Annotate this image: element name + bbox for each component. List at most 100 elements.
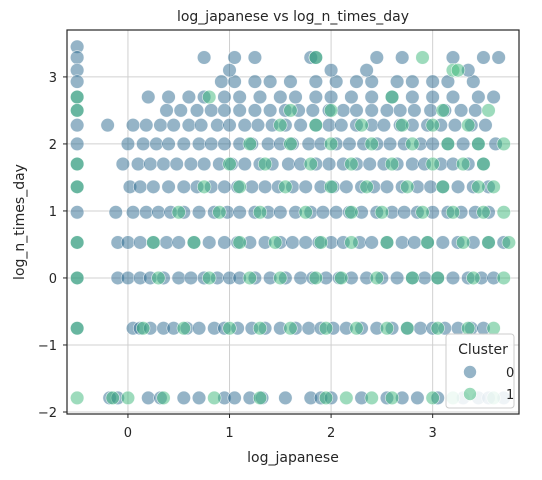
scatter-point-cluster-1 — [405, 270, 420, 286]
scatter-point-cluster-0 — [217, 235, 232, 250]
scatter-point-cluster-1 — [70, 179, 85, 194]
scatter-point-cluster-0 — [261, 136, 276, 152]
scatter-point-cluster-0 — [197, 156, 212, 172]
scatter-point-cluster-0 — [425, 74, 440, 89]
scatter-point-cluster-0 — [382, 136, 398, 152]
scatter-point-cluster-1 — [461, 321, 476, 336]
scatter-point-cluster-1 — [456, 156, 471, 172]
scatter-point-cluster-1 — [456, 235, 471, 250]
scatter-point-cluster-0 — [362, 156, 377, 172]
y-tick-label: −2 — [38, 406, 57, 421]
scatter-point-cluster-0 — [390, 270, 405, 286]
scatter-point-cluster-0 — [171, 270, 186, 286]
scatter-point-cluster-1 — [70, 235, 85, 250]
scatter-point-cluster-0 — [323, 63, 339, 78]
scatter-point-cluster-0 — [308, 89, 323, 105]
scatter-point-cluster-1 — [354, 118, 369, 133]
legend-label-cluster-1: 1 — [506, 388, 514, 403]
scatter-point-cluster-1 — [298, 205, 313, 220]
scatter-point-cluster-0 — [120, 235, 136, 250]
scatter-point-cluster-0 — [445, 270, 461, 286]
scatter-point-cluster-0 — [183, 156, 199, 172]
x-axis-label: log_japanese — [247, 450, 339, 466]
scatter-point-cluster-1 — [120, 390, 136, 406]
legend-marker-cluster-0 — [463, 365, 477, 379]
scatter-point-cluster-0 — [108, 205, 123, 220]
scatter-point-cluster-1 — [430, 270, 445, 286]
scatter-point-cluster-0 — [133, 235, 148, 250]
scatter-point-cluster-0 — [364, 103, 379, 118]
scatter-point-cluster-1 — [339, 390, 354, 406]
scatter-point-cluster-0 — [70, 118, 85, 133]
scatter-point-cluster-1 — [471, 179, 486, 194]
scatter-point-cluster-0 — [204, 103, 219, 118]
scatter-point-cluster-0 — [445, 89, 461, 105]
y-tick-label: −1 — [38, 339, 57, 354]
scatter-point-cluster-0 — [217, 136, 232, 152]
scatter-point-cluster-1 — [400, 179, 415, 194]
scatter-point-cluster-0 — [133, 179, 148, 194]
scatter-point-cluster-0 — [191, 321, 207, 336]
scatter-point-cluster-0 — [173, 103, 188, 118]
scatter-point-cluster-0 — [329, 205, 344, 220]
scatter-point-cluster-0 — [151, 205, 166, 220]
scatter-point-cluster-1 — [344, 205, 359, 220]
scatter-point-cluster-1 — [323, 179, 339, 194]
scatter-point-cluster-0 — [70, 74, 85, 89]
scatter-point-cluster-1 — [70, 270, 85, 286]
scatter-point-cluster-0 — [237, 118, 252, 133]
scatter-point-cluster-1 — [318, 390, 334, 406]
scatter-point-cluster-1 — [481, 235, 496, 250]
scatter-point-cluster-1 — [481, 103, 496, 118]
scatter-point-cluster-0 — [257, 179, 273, 194]
scatter-point-cluster-0 — [70, 205, 85, 220]
scatter-point-cluster-1 — [384, 390, 400, 406]
scatter-point-cluster-0 — [120, 136, 136, 152]
scatter-point-cluster-0 — [447, 118, 463, 133]
scatter-point-cluster-0 — [183, 270, 199, 286]
scatter-point-cluster-0 — [131, 156, 146, 172]
scatter-point-cluster-0 — [100, 118, 115, 133]
scatter-point-cluster-0 — [191, 205, 207, 220]
scatter-point-cluster-1 — [197, 179, 212, 194]
scatter-point-cluster-0 — [143, 156, 158, 172]
scatter-point-cluster-0 — [70, 136, 85, 152]
scatter-point-cluster-0 — [486, 89, 501, 105]
scatter-point-cluster-0 — [476, 50, 491, 65]
scatter-point-cluster-1 — [379, 321, 395, 336]
scatter-point-cluster-0 — [288, 89, 303, 105]
scatter-point-cluster-0 — [342, 136, 357, 152]
scatter-point-cluster-0 — [359, 63, 374, 78]
legend: Cluster 0 1 — [445, 333, 515, 409]
scatter-point-cluster-1 — [425, 118, 440, 133]
scatter-point-cluster-1 — [440, 136, 455, 152]
scatter-point-cluster-0 — [120, 270, 136, 286]
scatter-point-cluster-0 — [301, 136, 316, 152]
y-tick-label: 2 — [49, 138, 57, 153]
scatter-point-cluster-1 — [70, 156, 85, 172]
scatter-point-cluster-0 — [115, 156, 130, 172]
scatter-point-cluster-1 — [374, 205, 389, 220]
scatter-point-cluster-0 — [232, 89, 247, 105]
plot-frame — [66, 29, 520, 415]
scatter-point-cluster-1 — [207, 390, 222, 406]
scatter-point-cluster-0 — [423, 179, 438, 194]
scatter-point-cluster-0 — [339, 179, 354, 194]
scatter-point-cluster-0 — [281, 156, 296, 172]
scatter-point-cluster-0 — [417, 270, 432, 286]
x-tick-label: 0 — [124, 426, 132, 441]
scatter-point-cluster-1 — [212, 205, 227, 220]
scatter-point-cluster-0 — [263, 103, 278, 118]
scatter-point-cluster-0 — [161, 89, 176, 105]
scatter-point-cluster-1 — [349, 321, 364, 336]
scatter-point-cluster-0 — [397, 205, 412, 220]
scatter-point-cluster-1 — [308, 270, 323, 286]
scatter-point-cluster-0 — [321, 118, 337, 133]
scatter-point-cluster-1 — [435, 103, 450, 118]
scatter-point-cluster-1 — [466, 270, 481, 286]
scatter-point-cluster-0 — [425, 89, 440, 105]
scatter-point-cluster-1 — [202, 270, 217, 286]
scatter-point-cluster-1 — [232, 179, 247, 194]
scatter-point-cluster-0 — [450, 179, 466, 194]
scatter-point-cluster-1 — [283, 103, 298, 118]
